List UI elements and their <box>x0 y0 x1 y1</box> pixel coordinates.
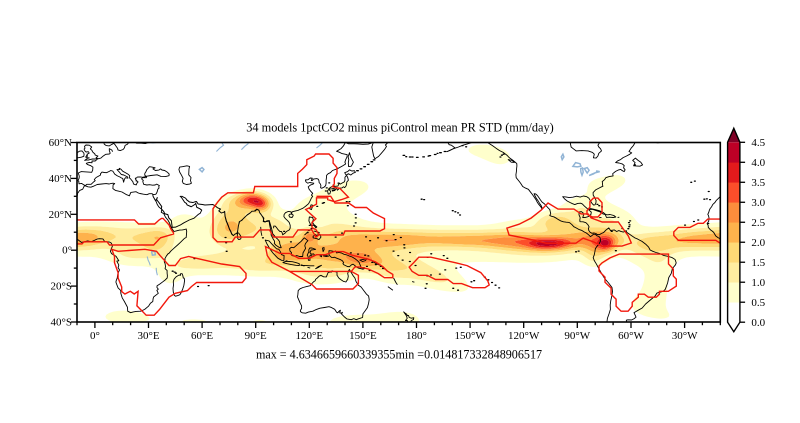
svg-text:max = 4.6346659660339355min =0: max = 4.6346659660339355min =0.014817332… <box>256 348 542 362</box>
svg-text:34 models 1pctCO2 minus piCont: 34 models 1pctCO2 minus piControl mean P… <box>246 121 553 135</box>
svg-text:150°E: 150°E <box>349 330 377 342</box>
svg-text:180°: 180° <box>406 330 427 342</box>
svg-text:4.0: 4.0 <box>751 157 765 169</box>
svg-text:0°: 0° <box>90 330 100 342</box>
svg-text:2.0: 2.0 <box>751 237 765 249</box>
svg-text:20°S: 20°S <box>50 281 72 293</box>
svg-text:120°W: 120°W <box>508 330 540 342</box>
svg-text:2.5: 2.5 <box>751 217 765 229</box>
svg-text:40°N: 40°N <box>49 173 72 185</box>
svg-text:120°E: 120°E <box>295 330 323 342</box>
svg-text:20°N: 20°N <box>49 209 72 221</box>
svg-text:0°: 0° <box>62 245 72 257</box>
svg-text:60°E: 60°E <box>191 330 213 342</box>
svg-text:1.0: 1.0 <box>751 277 765 289</box>
svg-text:30°W: 30°W <box>672 330 698 342</box>
svg-text:4.5: 4.5 <box>751 137 765 149</box>
svg-text:60°N: 60°N <box>49 137 72 149</box>
svg-text:150°W: 150°W <box>454 330 486 342</box>
svg-text:3.5: 3.5 <box>751 177 765 189</box>
svg-text:1.5: 1.5 <box>751 257 765 269</box>
svg-text:0.5: 0.5 <box>751 297 765 309</box>
svg-text:0.0: 0.0 <box>751 317 765 329</box>
svg-text:40°S: 40°S <box>50 317 72 329</box>
svg-text:3.0: 3.0 <box>751 197 765 209</box>
svg-text:30°E: 30°E <box>137 330 159 342</box>
svg-text:60°W: 60°W <box>618 330 644 342</box>
svg-text:90°E: 90°E <box>245 330 267 342</box>
svg-text:90°W: 90°W <box>564 330 590 342</box>
